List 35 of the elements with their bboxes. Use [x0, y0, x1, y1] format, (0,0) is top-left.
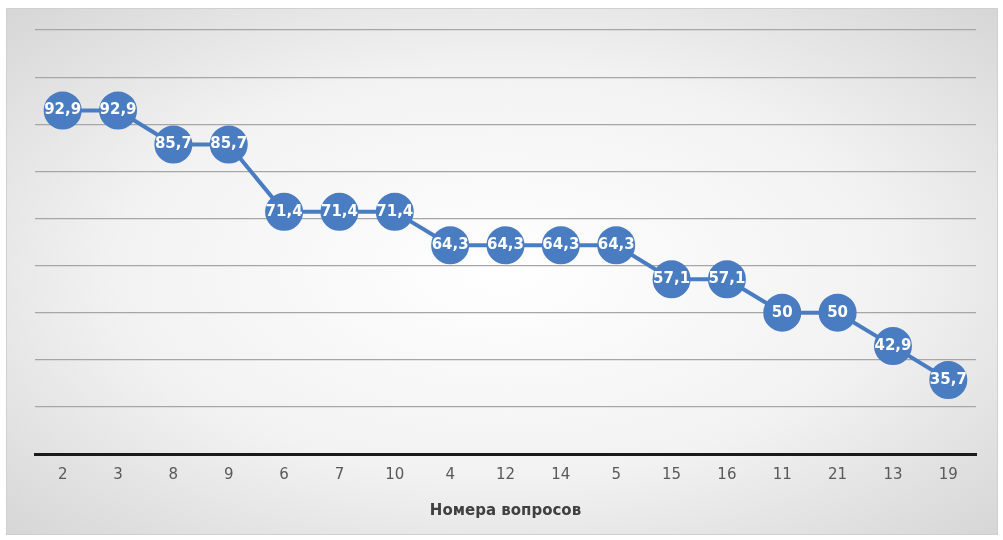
data-label: 35,7 — [929, 369, 967, 388]
x-tick-label: 11 — [772, 464, 792, 483]
x-tick-label: 4 — [445, 464, 455, 483]
data-label: 57,1 — [653, 269, 691, 288]
data-label: 71,4 — [265, 201, 303, 220]
x-tick-label: 6 — [279, 464, 289, 483]
data-label: 92,9 — [99, 100, 137, 119]
data-label: 85,7 — [154, 134, 192, 153]
x-tick-label: 12 — [495, 464, 516, 483]
data-label: 50 — [771, 302, 793, 321]
x-tick-label: 2 — [57, 464, 68, 483]
data-label: 64,3 — [431, 235, 469, 254]
x-tick-label: 5 — [611, 464, 621, 483]
x-tick-label: 9 — [223, 464, 234, 483]
data-label: 85,7 — [210, 134, 248, 153]
x-tick-label: 21 — [828, 464, 848, 483]
data-label: 50 — [827, 302, 849, 321]
x-tick-label: 16 — [717, 464, 737, 483]
data-label: 71,4 — [376, 201, 414, 220]
x-tick-label: 7 — [334, 464, 345, 483]
data-label: 92,9 — [44, 100, 82, 119]
x-tick-label: 13 — [883, 464, 903, 483]
data-label: 64,3 — [542, 235, 580, 254]
data-label: 64,3 — [486, 235, 525, 254]
x-tick-label: 8 — [168, 464, 179, 483]
data-label: 71,4 — [320, 201, 358, 220]
x-tick-label: 10 — [385, 464, 405, 483]
x-tick-label: 3 — [113, 464, 123, 483]
x-tick-label: 19 — [938, 464, 958, 483]
data-label: 42,9 — [874, 336, 912, 355]
x-tick-label: 15 — [662, 464, 682, 483]
x-tick-label: 14 — [551, 464, 571, 483]
x-axis-title: Номера вопросов — [429, 500, 582, 519]
data-label: 57,1 — [708, 269, 746, 288]
data-label: 64,3 — [597, 235, 635, 254]
